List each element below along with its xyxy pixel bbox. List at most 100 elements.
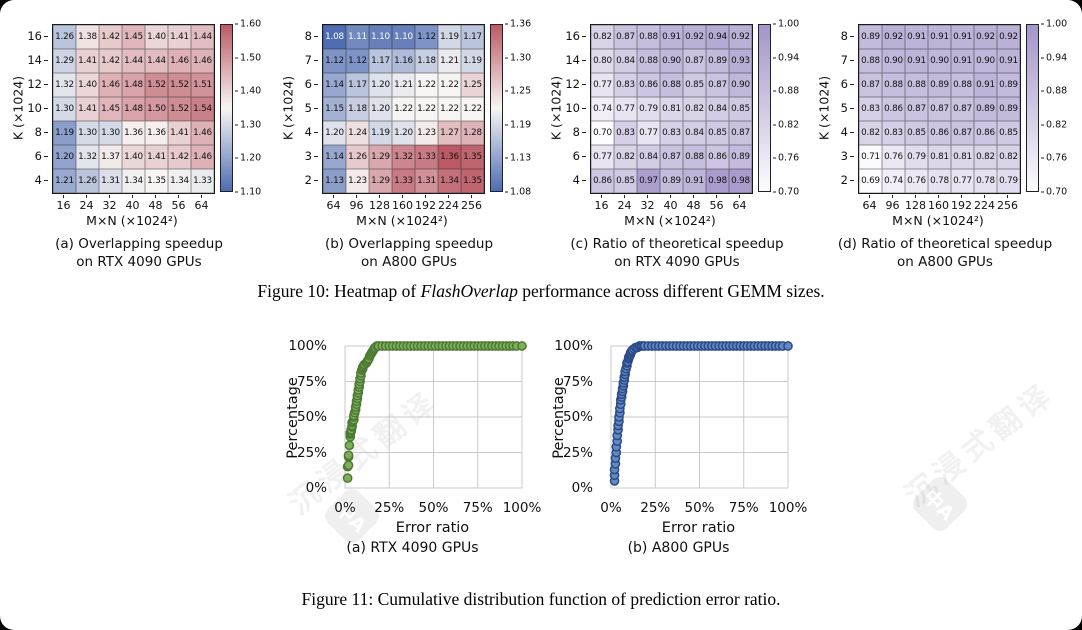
heatmap-cell: 1.51 [191,73,214,97]
heatmap-cell: 1.29 [369,169,392,193]
heatmap-cell: 0.91 [905,25,928,49]
heatmap-cell: 1.26 [346,145,369,169]
heatmap-cell: 0.87 [951,97,974,121]
y-tick-label: 16 [24,24,48,48]
heatmap-cell: 0.85 [905,121,928,145]
x-tick-label: 256 [460,195,483,212]
heatmap-cell: 0.89 [997,97,1020,121]
heatmap-cell: 0.83 [882,121,905,145]
heatmap-cell: 0.91 [951,25,974,49]
heatmap-cell: 1.19 [438,25,461,49]
heatmap-cell: 0.76 [882,145,905,169]
heatmap-cell: 1.25 [461,73,484,97]
colorbar-tick-label: 1.30 [235,119,261,130]
colorbar-tick-label: 0.76 [773,153,799,164]
heatmap-cell: 0.81 [951,145,974,169]
x-tick-label: 24 [75,195,98,212]
heatmap-cell: 1.46 [191,49,214,73]
heatmap-cell: 1.23 [415,121,438,145]
y-tick-label: 6 [294,72,318,96]
heatmap-cell: 0.87 [683,49,706,73]
heatmap-cell: 1.22 [438,73,461,97]
figure11-caption: Figure 11: Cumulative distribution funct… [301,589,781,609]
heatmap-cell: 0.86 [882,97,905,121]
colorbar-tick-label: 0.76 [1041,153,1067,164]
heatmap-cell: 1.46 [168,49,191,73]
x-tick-label: 256 [996,195,1019,212]
heatmap-cell: 0.89 [974,97,997,121]
y-tick-label: 4 [830,120,854,144]
x-axis-label: M×N (×1024²) [86,213,178,228]
heatmap-cell: 0.77 [614,97,637,121]
heatmap-cell: 0.85 [706,121,729,145]
heatmap-cell: 0.79 [997,169,1020,193]
cdf-panel-a800: Percentage 100% 75% 50% 25% 0% 0% 25% 50% 75% 10… [549,334,809,564]
heatmap-cell: 1.10 [392,25,415,49]
heatmap-cell: 1.18 [346,97,369,121]
heatmap-cell: 0.86 [928,121,951,145]
colorbar-tick-label: 1.00 [773,19,799,30]
heatmap-cell: 1.40 [76,73,99,97]
heatmap-cell: 1.26 [76,169,99,193]
subfigure-caption-line2: on RTX 4090 GPUs [76,253,202,270]
x-tick-label: 128 [904,195,927,212]
y-tick-label: 0% [571,480,593,496]
heatmap-cell: 0.89 [928,73,951,97]
data-point [343,450,354,461]
x-axis-label: M×N (×1024²) [892,213,984,228]
heatmap-cell: 1.35 [145,169,168,193]
subfigure-caption-line1: (d) Ratio of theoretical speedup [837,236,1053,252]
x-axis-ticks: 16 24 32 40 48 56 64 [590,195,751,212]
colorbar-tick-label: 0.70 [773,187,799,198]
figure10-caption-prefix: Figure 10: Heatmap of [257,281,421,301]
y-tick-label: 50% [562,409,593,425]
heatmap-cell: 1.41 [145,145,168,169]
heatmap-cell: 1.46 [99,73,122,97]
heatmap-cell: 0.83 [660,121,683,145]
x-tick-label: 224 [973,195,996,212]
cdf-chart [342,341,527,489]
colorbar-tick-label: 1.00 [1041,19,1067,30]
heatmap-cell: 0.83 [614,121,637,145]
colorbar-ticks: 1.00 0.94 0.88 0.82 0.76 0.70 [1041,19,1075,198]
heatmap-cell: 0.78 [928,169,951,193]
heatmap-cell: 0.85 [729,97,752,121]
x-axis-label: Error ratio [395,520,470,536]
x-tick-label: 50% [418,500,449,516]
heatmap-cell: 0.81 [660,97,683,121]
subfigure-caption-line1: (b) Overlapping speedup [324,236,494,252]
heatmap-cell: 0.80 [591,49,614,73]
heatmap-cell: 1.20 [53,145,76,169]
watermark-badge: 中A [908,472,972,536]
figure10-caption-italic: FlashOverlap [420,281,518,301]
heatmap-cell: 0.89 [859,25,882,49]
y-axis-ticks: 16 14 12 10 8 6 4 [24,24,48,192]
x-tick-label: 32 [98,195,121,212]
heatmap-cell: 1.42 [99,25,122,49]
heatmap-cell: 0.92 [729,25,752,49]
y-tick-label: 6 [562,144,586,168]
heatmap-cell: 1.41 [76,49,99,73]
x-tick-label: 64 [728,195,751,212]
heatmap-cell: 1.22 [461,97,484,121]
data-point [342,473,353,483]
heatmap-cell: 1.30 [99,121,122,145]
heatmap-cell: 1.08 [323,25,346,49]
heatmap-cell: 1.12 [323,49,346,73]
heatmap-cell: 0.87 [905,97,928,121]
heatmap-cell: 1.23 [346,169,369,193]
heatmap-cell: 0.86 [706,145,729,169]
x-tick-label: 40 [121,195,144,212]
x-axis-ticks: 0% 25% 50% 75% 100% [334,500,541,518]
heatmap-cell: 0.74 [882,169,905,193]
heatmap-cell: 0.85 [614,169,637,193]
heatmap-cell: 0.88 [859,49,882,73]
heatmap-cell: 1.22 [438,97,461,121]
x-tick-label: 192 [950,195,973,212]
heatmap-cell: 1.12 [415,25,438,49]
data-point [344,440,355,451]
x-tick-label: 48 [682,195,705,212]
colorbar-tick-label: 0.88 [1041,86,1067,97]
